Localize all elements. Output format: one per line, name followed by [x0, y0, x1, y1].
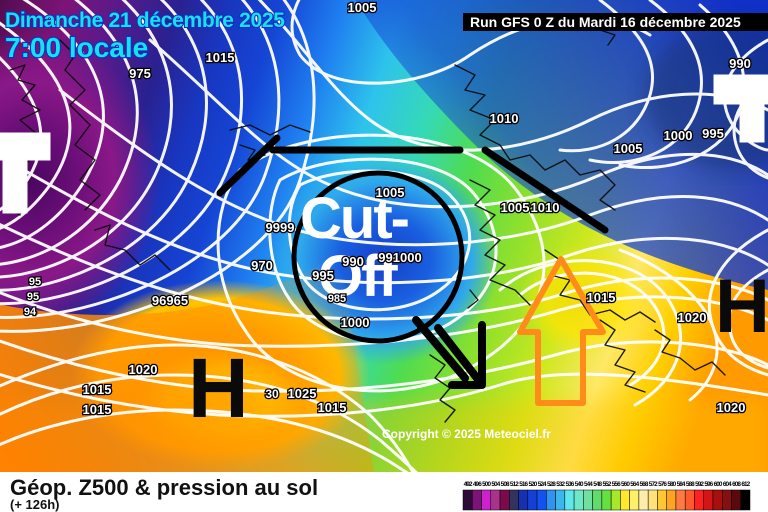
svg-text:500: 500 — [482, 481, 491, 488]
svg-text:528: 528 — [547, 481, 556, 488]
svg-text:540: 540 — [575, 481, 584, 488]
svg-text:572: 572 — [649, 481, 658, 488]
svg-text:1020: 1020 — [129, 362, 158, 377]
svg-text:600: 600 — [714, 481, 723, 488]
svg-text:1010: 1010 — [531, 200, 560, 215]
svg-text:1020: 1020 — [717, 400, 746, 415]
svg-text:1005: 1005 — [614, 141, 643, 156]
svg-text:H: H — [188, 341, 249, 435]
svg-text:604: 604 — [723, 481, 732, 488]
svg-text:991000: 991000 — [378, 250, 421, 265]
svg-text:(+ 126h): (+ 126h) — [10, 497, 60, 512]
svg-text:536: 536 — [565, 481, 574, 488]
svg-text:995: 995 — [312, 268, 334, 283]
svg-text:496: 496 — [473, 481, 482, 488]
svg-text:1005: 1005 — [376, 185, 405, 200]
svg-text:1005: 1005 — [501, 200, 530, 215]
svg-text:568: 568 — [640, 481, 649, 488]
svg-text:608: 608 — [732, 481, 741, 488]
svg-text:548: 548 — [593, 481, 602, 488]
svg-text:96965: 96965 — [152, 293, 188, 308]
svg-text:1020: 1020 — [678, 310, 707, 325]
svg-text:9999: 9999 — [266, 220, 295, 235]
svg-text:504: 504 — [491, 481, 500, 488]
svg-text:560: 560 — [621, 481, 630, 488]
svg-text:Run GFS 0 Z du Mardi 16 décemb: Run GFS 0 Z du Mardi 16 décembre 2025 — [470, 14, 741, 30]
svg-text:512: 512 — [510, 481, 519, 488]
svg-text:1025: 1025 — [288, 386, 317, 401]
svg-text:516: 516 — [519, 481, 528, 488]
svg-text:975: 975 — [129, 66, 151, 81]
svg-text:995: 995 — [702, 126, 724, 141]
svg-text:1015: 1015 — [206, 50, 235, 65]
svg-text:544: 544 — [584, 481, 593, 488]
svg-text:596: 596 — [704, 481, 713, 488]
svg-text:1015: 1015 — [587, 290, 616, 305]
svg-text:556: 556 — [612, 481, 621, 488]
svg-text:1010: 1010 — [490, 111, 519, 126]
svg-text:1000: 1000 — [664, 128, 693, 143]
svg-text:592: 592 — [695, 481, 704, 488]
svg-text:508: 508 — [501, 481, 510, 488]
svg-text:564: 564 — [630, 481, 639, 488]
svg-text:576: 576 — [658, 481, 667, 488]
svg-text:584: 584 — [677, 481, 686, 488]
svg-text:492: 492 — [464, 481, 473, 488]
svg-text:524: 524 — [538, 481, 547, 488]
svg-text:95: 95 — [29, 276, 41, 288]
svg-text:990: 990 — [342, 254, 364, 269]
svg-text:H: H — [715, 264, 768, 349]
svg-text:588: 588 — [686, 481, 695, 488]
svg-text:985: 985 — [328, 293, 346, 305]
svg-text:95: 95 — [27, 291, 39, 303]
svg-text:1000: 1000 — [341, 315, 370, 330]
svg-text:Dimanche 21 décembre 2025: Dimanche 21 décembre 2025 — [5, 9, 285, 32]
svg-text:Copyright © 2025 Meteociel.fr: Copyright © 2025 Meteociel.fr — [382, 427, 551, 441]
svg-text:1015: 1015 — [83, 402, 112, 417]
svg-text:7:00 locale: 7:00 locale — [5, 32, 148, 63]
svg-text:990: 990 — [729, 56, 751, 71]
svg-text:612: 612 — [741, 481, 750, 488]
svg-text:1015: 1015 — [83, 382, 112, 397]
svg-text:1005: 1005 — [348, 0, 377, 15]
svg-text:30: 30 — [265, 387, 279, 401]
svg-text:520: 520 — [528, 481, 537, 488]
svg-text:1015: 1015 — [318, 400, 347, 415]
svg-text:552: 552 — [603, 481, 612, 488]
svg-text:970: 970 — [251, 258, 273, 273]
svg-text:580: 580 — [667, 481, 676, 488]
svg-text:94: 94 — [24, 306, 37, 318]
svg-text:532: 532 — [556, 481, 565, 488]
